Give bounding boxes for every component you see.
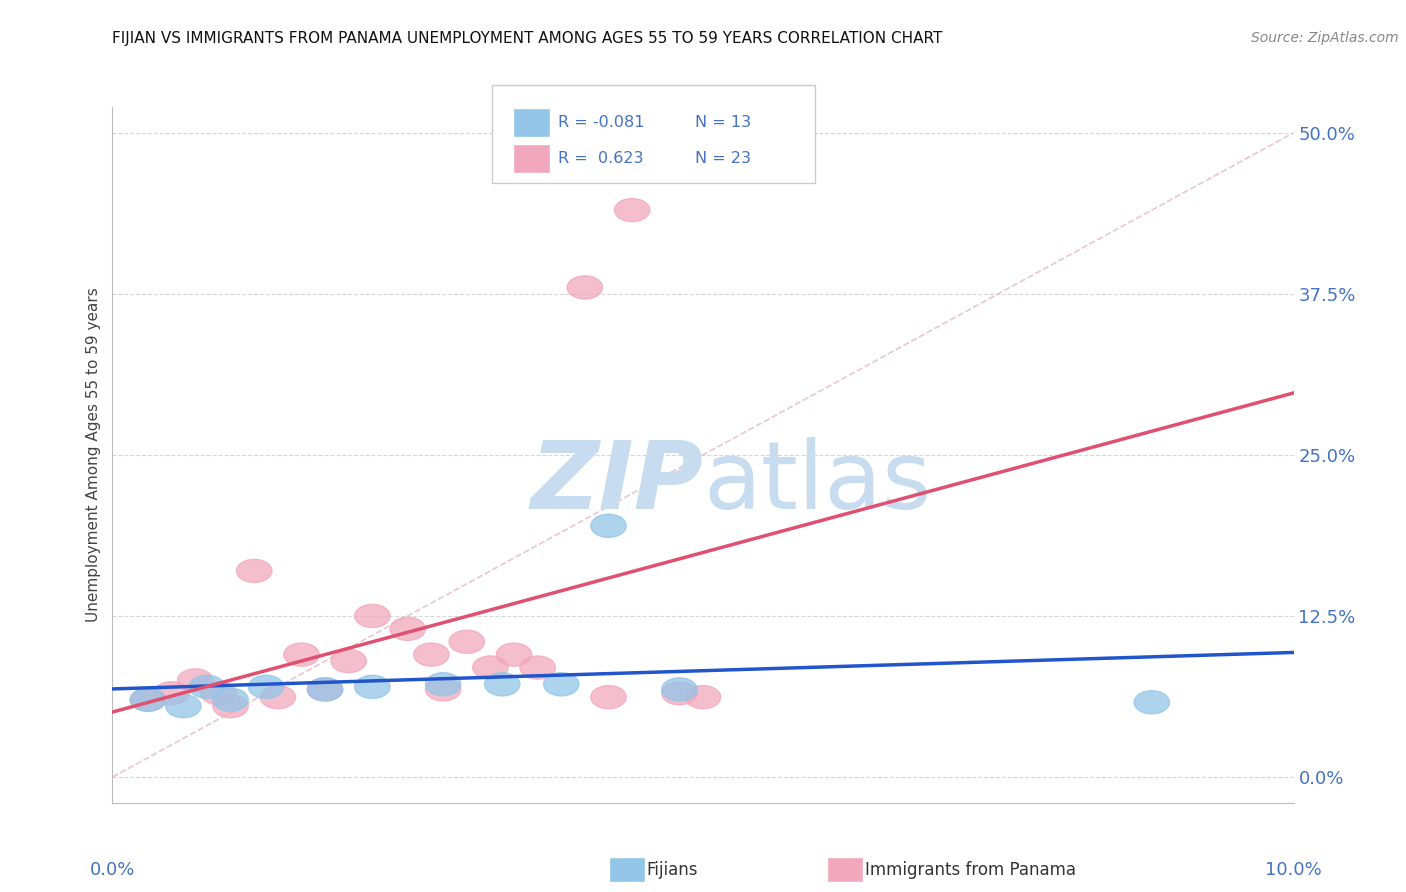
Ellipse shape [212,688,249,711]
Ellipse shape [1135,690,1170,714]
Ellipse shape [662,678,697,701]
Ellipse shape [190,675,225,698]
Ellipse shape [662,681,697,705]
Y-axis label: Unemployment Among Ages 55 to 59 years: Unemployment Among Ages 55 to 59 years [86,287,101,623]
Ellipse shape [591,686,626,709]
Text: N = 23: N = 23 [695,151,751,166]
Ellipse shape [685,686,721,709]
Ellipse shape [308,678,343,701]
Text: R = -0.081: R = -0.081 [558,115,645,130]
Text: Fijians: Fijians [647,861,699,879]
Text: FIJIAN VS IMMIGRANTS FROM PANAMA UNEMPLOYMENT AMONG AGES 55 TO 59 YEARS CORRELAT: FIJIAN VS IMMIGRANTS FROM PANAMA UNEMPLO… [112,31,943,46]
Ellipse shape [131,688,166,711]
Text: ZIP: ZIP [530,437,703,529]
Ellipse shape [544,673,579,696]
Ellipse shape [520,656,555,679]
Ellipse shape [449,630,485,653]
Ellipse shape [413,643,449,666]
Ellipse shape [389,617,426,640]
Ellipse shape [249,675,284,698]
Ellipse shape [426,678,461,701]
Ellipse shape [354,675,389,698]
Ellipse shape [496,643,531,666]
Ellipse shape [153,681,190,705]
Ellipse shape [308,678,343,701]
Ellipse shape [166,695,201,718]
Text: Source: ZipAtlas.com: Source: ZipAtlas.com [1251,31,1399,45]
Ellipse shape [485,673,520,696]
Text: N = 13: N = 13 [695,115,751,130]
Ellipse shape [177,669,212,692]
Text: 0.0%: 0.0% [90,861,135,879]
Ellipse shape [472,656,508,679]
Text: atlas: atlas [703,437,931,529]
Text: 10.0%: 10.0% [1265,861,1322,879]
Text: R =  0.623: R = 0.623 [558,151,644,166]
Ellipse shape [236,559,271,582]
Ellipse shape [201,681,236,705]
Ellipse shape [131,688,166,711]
Text: Immigrants from Panama: Immigrants from Panama [865,861,1076,879]
Ellipse shape [284,643,319,666]
Ellipse shape [330,649,367,673]
Ellipse shape [567,276,603,299]
Ellipse shape [426,673,461,696]
Ellipse shape [614,199,650,222]
Ellipse shape [591,514,626,537]
Ellipse shape [260,686,295,709]
Ellipse shape [212,695,249,718]
Ellipse shape [354,605,389,628]
